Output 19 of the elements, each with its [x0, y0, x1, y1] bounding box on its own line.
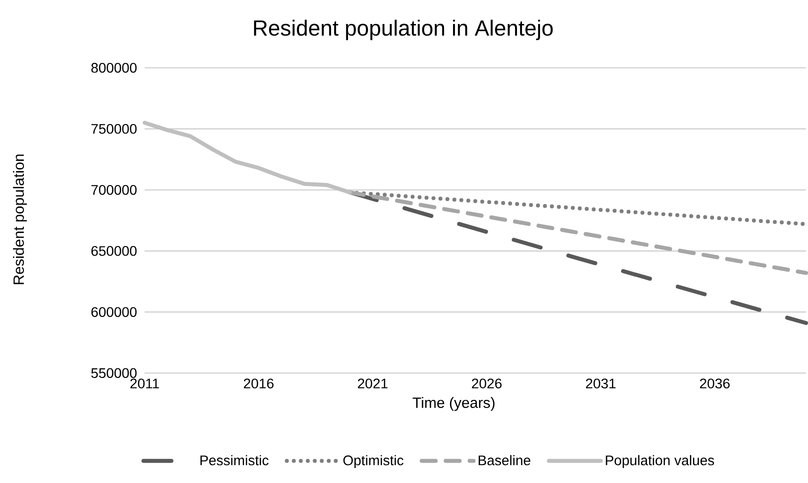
legend-label: Optimistic: [343, 455, 404, 468]
chart-title: Resident population in Alentejo: [254, 20, 553, 40]
x-tick-label: 2026: [472, 378, 502, 389]
y-axis-title: Resident population: [13, 154, 27, 284]
y-tick-label: 550000: [91, 368, 137, 378]
y-tick-label: 700000: [91, 185, 137, 195]
legend-label: Pessimistic: [200, 455, 269, 466]
legend-label: Population values: [606, 455, 714, 468]
x-tick-label: 2021: [358, 378, 388, 389]
y-tick-label: 750000: [91, 124, 137, 134]
x-tick-label: 2016: [244, 378, 274, 389]
x-axis-title: Time (years): [412, 397, 494, 412]
y-tick-label: 800000: [91, 62, 137, 73]
y-tick-label: 650000: [91, 246, 137, 256]
x-tick-label: 2036: [700, 378, 730, 389]
legend-label: Baseline: [478, 455, 530, 466]
x-tick-label: 2031: [586, 378, 616, 389]
y-tick-label: 600000: [91, 307, 137, 318]
x-tick-label: 2011: [130, 378, 159, 389]
